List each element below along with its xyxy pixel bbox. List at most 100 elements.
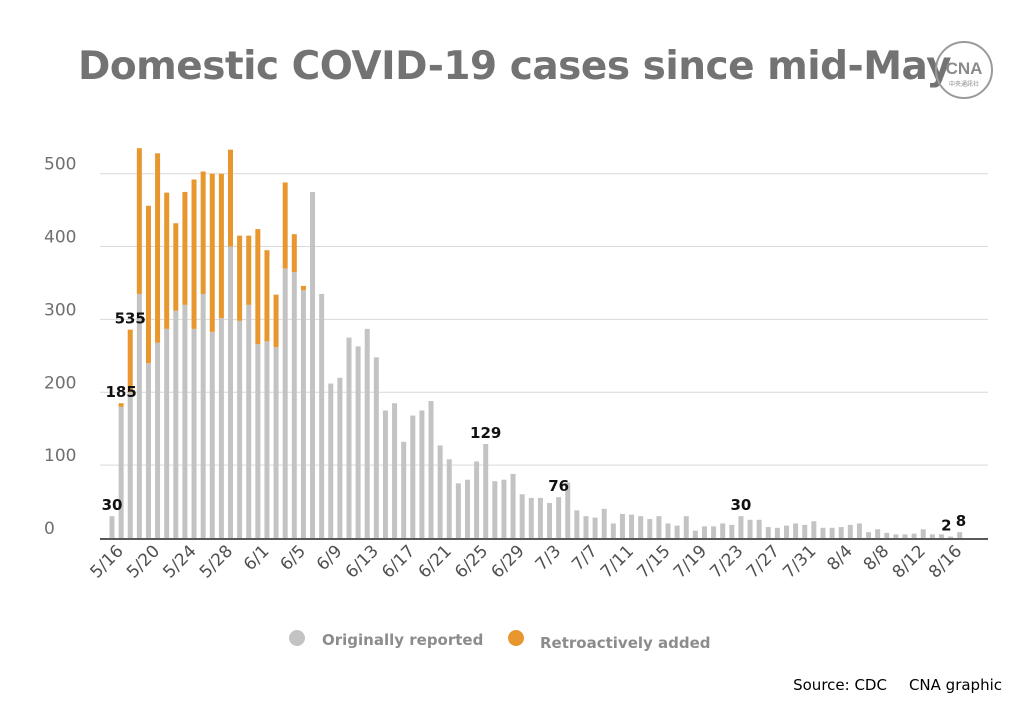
bar-original-6-14 bbox=[382, 410, 388, 538]
bar-original-7-6 bbox=[583, 516, 589, 538]
chart-title: Domestic COVID-19 cases since mid-May bbox=[78, 44, 952, 89]
data-label-5-16: 185 bbox=[105, 383, 136, 401]
bar-original-5-31 bbox=[255, 344, 261, 538]
bar-retro-5-30 bbox=[246, 235, 252, 305]
bar-original-7-30 bbox=[802, 524, 808, 538]
bar-retro-5-29 bbox=[237, 235, 243, 321]
x-tick-label-7-11: 7/11 bbox=[597, 541, 638, 582]
bar-original-5-20 bbox=[155, 342, 161, 538]
x-tick-label-5-28: 5/28 bbox=[196, 541, 237, 582]
bar-retro-5-31 bbox=[255, 229, 261, 345]
bar-retro-5-17 bbox=[127, 329, 133, 393]
bar-original-6-29 bbox=[519, 494, 525, 538]
bar-original-8-14 bbox=[938, 534, 944, 538]
bar-original-8-8 bbox=[884, 532, 890, 538]
bar-original-7-22 bbox=[729, 524, 735, 538]
bar-original-7-10 bbox=[619, 513, 625, 538]
bar-original-7-2 bbox=[547, 503, 553, 538]
bar-original-6-22 bbox=[455, 483, 461, 538]
bar-original-7-3 bbox=[556, 497, 562, 538]
y-tick-label-200: 200 bbox=[44, 373, 76, 393]
bar-original-6-2 bbox=[273, 347, 279, 538]
bar-original-7-19 bbox=[701, 526, 707, 538]
x-tick-label-6-21: 6/21 bbox=[415, 541, 456, 582]
bar-original-6-3 bbox=[282, 268, 288, 538]
bar-retro-5-27 bbox=[218, 173, 224, 318]
legend-item-retroactively-added: Retroactively added bbox=[508, 630, 711, 652]
bar-retro-6-4 bbox=[291, 234, 297, 273]
bar-original-7-9 bbox=[610, 523, 616, 538]
legend-item-originally-reported: Originally reported bbox=[289, 630, 483, 649]
data-label-5-17: 535 bbox=[115, 310, 146, 328]
bar-original-6-18 bbox=[419, 410, 425, 538]
bar-original-6-1 bbox=[264, 341, 270, 538]
bar-original-6-11 bbox=[355, 346, 361, 538]
bar-original-5-15 bbox=[109, 516, 115, 538]
bar-original-6-25 bbox=[483, 444, 489, 538]
bar-original-5-19 bbox=[145, 363, 151, 538]
x-tick-label-6-17: 6/17 bbox=[378, 541, 419, 582]
bar-original-7-1 bbox=[537, 497, 543, 538]
x-tick-label-7-27: 7/27 bbox=[743, 541, 784, 582]
credit-text: CNA graphic bbox=[908, 676, 1002, 694]
bars bbox=[109, 148, 963, 539]
x-tick-label-6-29: 6/29 bbox=[488, 541, 529, 582]
bar-original-7-26 bbox=[765, 527, 771, 538]
bar-original-6-10 bbox=[346, 337, 352, 538]
bar-original-7-14 bbox=[656, 516, 662, 538]
y-tick-label-400: 400 bbox=[44, 228, 76, 248]
bar-original-5-23 bbox=[182, 304, 188, 538]
x-tick-label-6-25: 6/25 bbox=[451, 541, 492, 582]
bar-original-8-16 bbox=[957, 532, 963, 538]
bar-original-5-17 bbox=[127, 392, 133, 538]
bar-original-8-4 bbox=[847, 524, 853, 538]
bar-retro-6-1 bbox=[264, 250, 270, 342]
x-tick-label-7-31: 7/31 bbox=[779, 541, 820, 582]
y-tick-label-300: 300 bbox=[44, 300, 76, 320]
bar-original-6-8 bbox=[328, 383, 334, 538]
bar-original-5-18 bbox=[136, 293, 142, 538]
x-tick-label-7-3: 7/3 bbox=[532, 541, 565, 574]
bar-retro-5-23 bbox=[182, 191, 188, 305]
legend-label-retroactively-added: Retroactively added bbox=[540, 634, 711, 652]
bar-original-6-12 bbox=[364, 328, 370, 538]
bar-retro-5-25 bbox=[200, 171, 206, 294]
x-tick-label-7-15: 7/15 bbox=[633, 541, 674, 582]
bar-original-5-24 bbox=[191, 328, 197, 538]
bar-original-7-15 bbox=[665, 523, 671, 538]
gridlines bbox=[100, 173, 988, 540]
bar-original-6-23 bbox=[464, 479, 470, 538]
x-tick-label-8-4: 8/4 bbox=[823, 541, 856, 574]
legend: Originally reported Retroactively added bbox=[289, 630, 711, 652]
x-tick-label-8-16: 8/16 bbox=[925, 541, 966, 582]
bar-retro-6-3 bbox=[282, 182, 288, 269]
y-tick-label-0: 0 bbox=[44, 519, 55, 539]
x-tick-label-7-19: 7/19 bbox=[670, 541, 711, 582]
data-labels: 30 185 535 129 76 30 2 8 bbox=[102, 310, 967, 535]
x-axis-tick-labels: 5/165/205/245/28 6/1 6/5 6/96/136/176/216/2… bbox=[87, 541, 967, 582]
y-axis-tick-labels: 0 100 200 300 400 500 bbox=[44, 155, 76, 539]
bar-original-8-10 bbox=[902, 534, 908, 538]
bar-original-7-29 bbox=[793, 523, 799, 538]
bar-original-6-16 bbox=[401, 441, 407, 538]
bar-original-6-17 bbox=[410, 415, 416, 538]
bar-original-7-17 bbox=[683, 516, 689, 538]
bar-original-6-21 bbox=[446, 459, 452, 538]
bar-original-5-28 bbox=[227, 246, 233, 538]
bar-original-8-12 bbox=[920, 529, 926, 538]
bar-original-5-26 bbox=[209, 331, 215, 538]
bar-retro-5-16 bbox=[118, 403, 124, 407]
bar-original-8-15 bbox=[948, 536, 954, 538]
bar-original-7-12 bbox=[638, 516, 644, 538]
bar-retro-5-20 bbox=[155, 153, 161, 343]
bar-retro-5-22 bbox=[173, 223, 179, 311]
bar-original-8-11 bbox=[911, 533, 917, 538]
x-tick-label-6-13: 6/13 bbox=[342, 541, 383, 582]
bar-original-6-6 bbox=[310, 191, 316, 539]
bar-original-6-24 bbox=[474, 461, 480, 538]
bar-original-8-9 bbox=[893, 534, 899, 538]
bar-original-5-16 bbox=[118, 406, 124, 538]
bar-original-6-7 bbox=[319, 293, 325, 538]
bar-retro-5-24 bbox=[191, 179, 197, 329]
bar-original-7-8 bbox=[601, 508, 607, 538]
